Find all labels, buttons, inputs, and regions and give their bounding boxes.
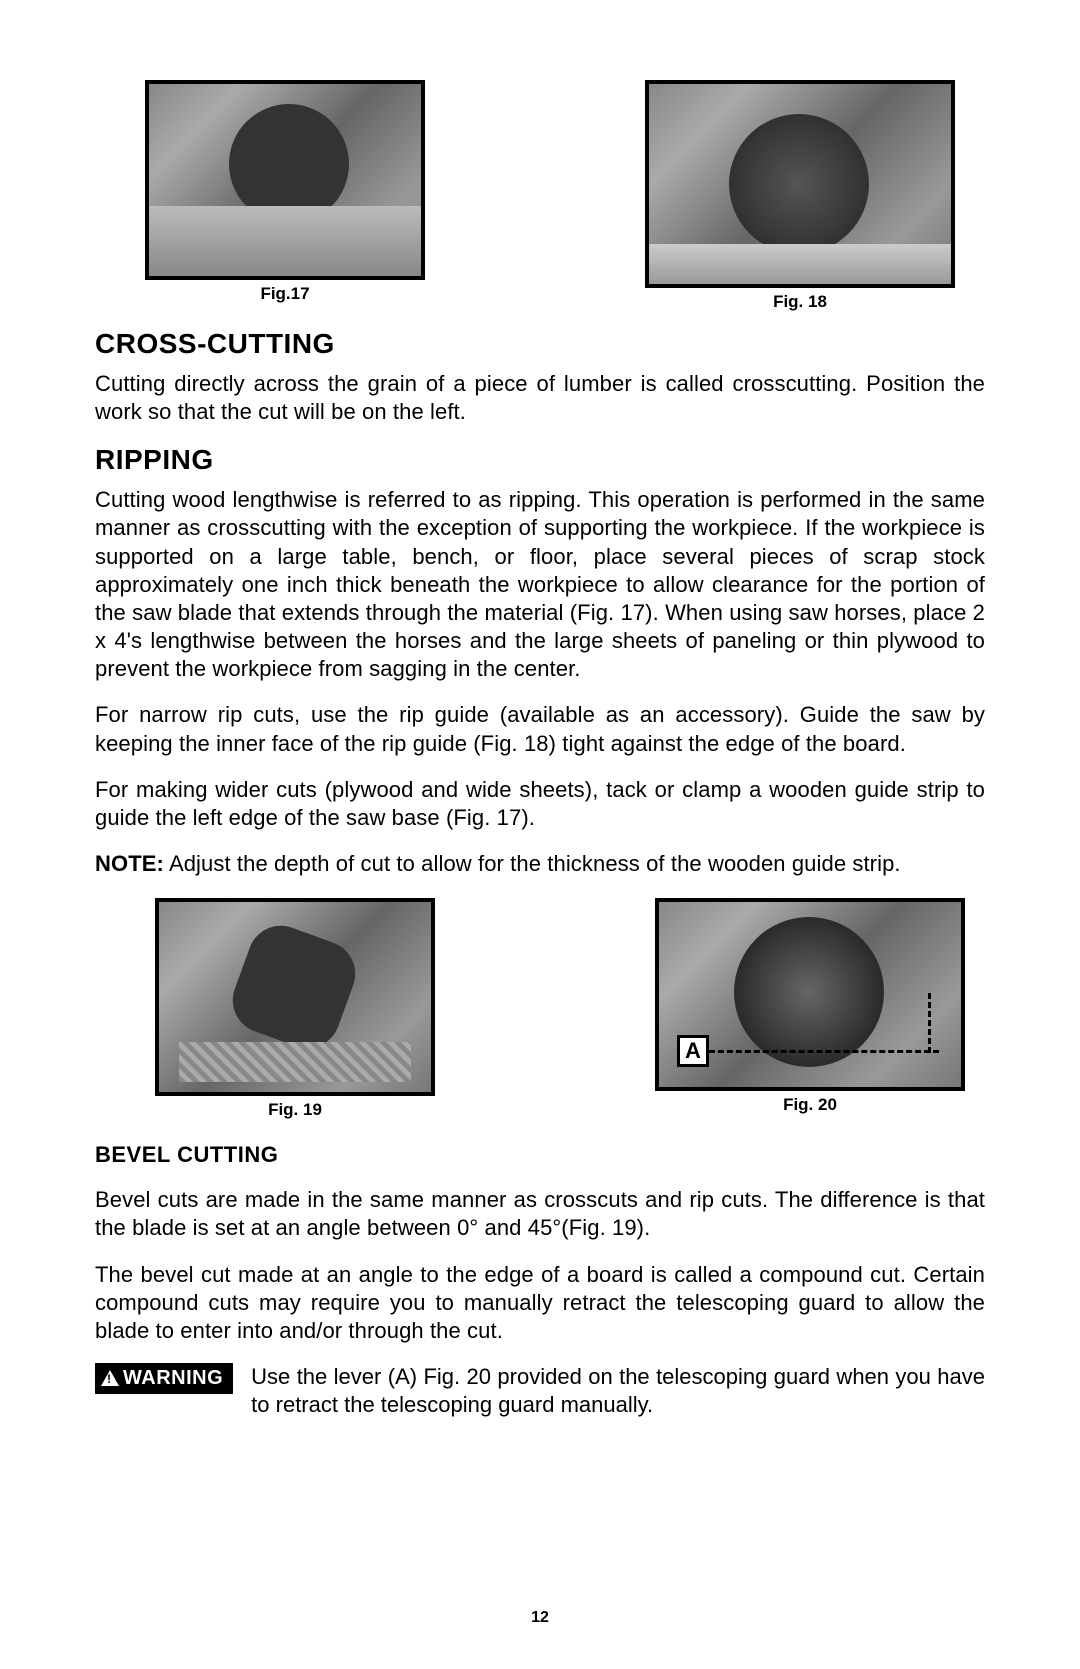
warning-triangle-icon (101, 1370, 119, 1386)
figure-19-caption: Fig. 19 (268, 1100, 322, 1120)
page-number: 12 (0, 1609, 1080, 1627)
figure-18: Fig. 18 (645, 80, 955, 312)
ripping-p2: For narrow rip cuts, use the rip guide (… (95, 701, 985, 757)
bevel-p1: Bevel cuts are made in the same manner a… (95, 1186, 985, 1242)
callout-dashed-vert (928, 993, 931, 1053)
figure-18-image (645, 80, 955, 288)
figure-17: Fig.17 (145, 80, 425, 312)
ripping-note: NOTE: Adjust the depth of cut to allow f… (95, 850, 985, 878)
ripping-p3: For making wider cuts (plywood and wide … (95, 776, 985, 832)
figure-19-image (155, 898, 435, 1096)
warning-text: Use the lever (A) Fig. 20 provided on th… (251, 1363, 985, 1419)
warning-badge: WARNING (95, 1363, 233, 1394)
bevel-heading: BEVEL CUTTING (95, 1142, 985, 1168)
warning-label: WARNING (123, 1367, 223, 1390)
figure-20: A Fig. 20 (655, 898, 965, 1120)
callout-dashed-line (709, 1050, 939, 1053)
figure-17-image (145, 80, 425, 280)
callout-a-label: A (677, 1035, 709, 1067)
figure-20-caption: Fig. 20 (783, 1095, 837, 1115)
manual-page: Fig.17 Fig. 18 CROSS-CUTTING Cutting dir… (0, 0, 1080, 1459)
crosscutting-body: Cutting directly across the grain of a p… (95, 370, 985, 426)
crosscutting-heading: CROSS-CUTTING (95, 328, 985, 360)
figure-row-top: Fig.17 Fig. 18 (95, 80, 985, 312)
warning-row: WARNING Use the lever (A) Fig. 20 provid… (95, 1363, 985, 1419)
ripping-heading: RIPPING (95, 444, 985, 476)
bevel-p2: The bevel cut made at an angle to the ed… (95, 1261, 985, 1345)
note-label: NOTE: (95, 851, 164, 876)
figure-17-caption: Fig.17 (260, 284, 309, 304)
figure-row-bottom: Fig. 19 A Fig. 20 (95, 898, 985, 1120)
note-body: Adjust the depth of cut to allow for the… (164, 851, 901, 876)
figure-20-image: A (655, 898, 965, 1091)
ripping-p1: Cutting wood lengthwise is referred to a… (95, 486, 985, 683)
figure-18-caption: Fig. 18 (773, 292, 827, 312)
figure-19: Fig. 19 (155, 898, 435, 1120)
